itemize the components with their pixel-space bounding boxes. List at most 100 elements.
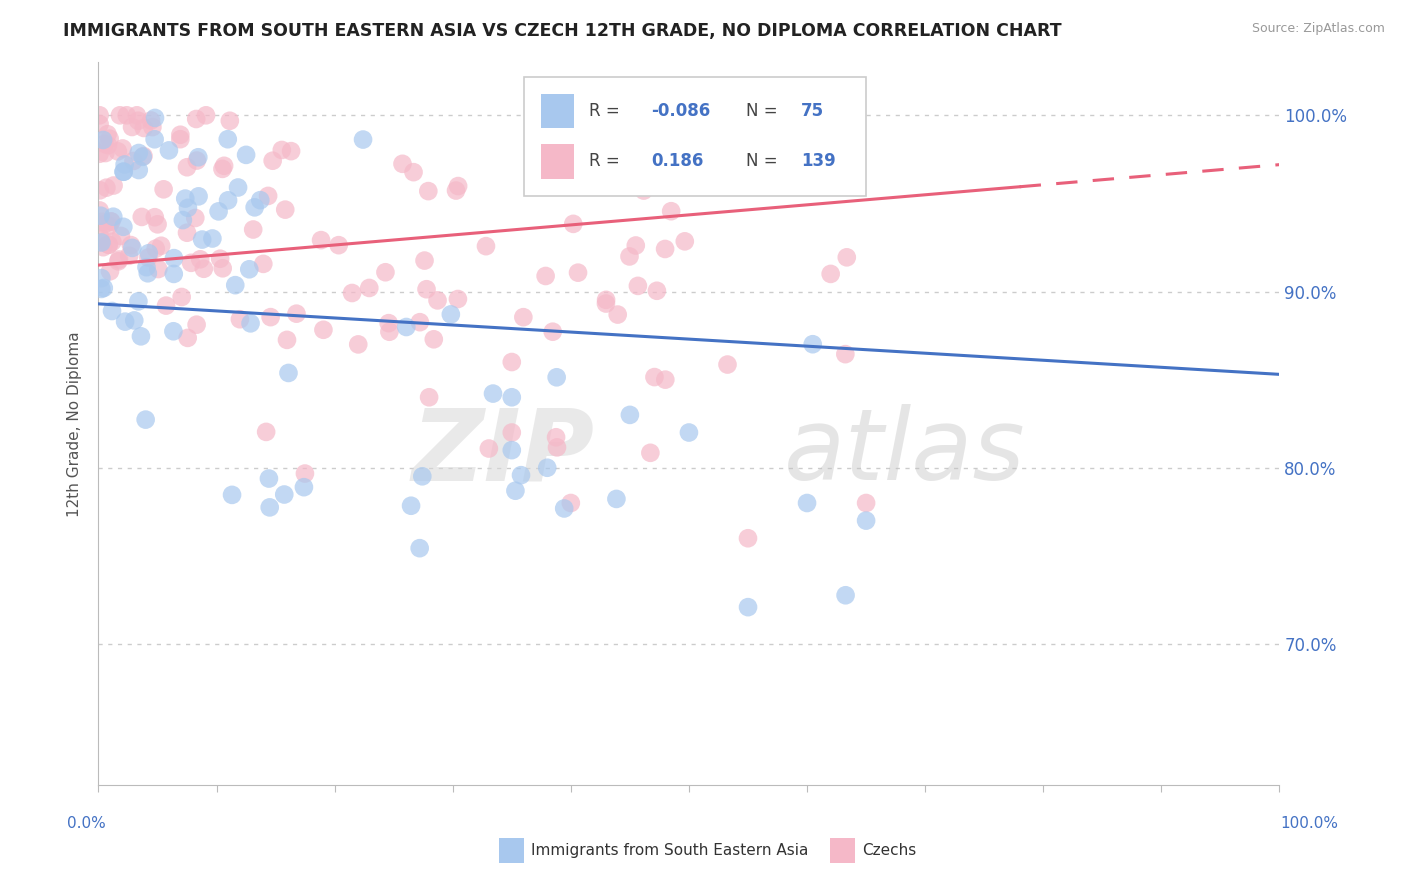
Point xyxy=(90,235,112,250)
Text: Source: ZipAtlas.com: Source: ZipAtlas.com xyxy=(1251,22,1385,36)
Point xyxy=(411,469,433,483)
Point xyxy=(89,203,111,218)
Point xyxy=(107,145,129,159)
Point xyxy=(226,180,249,194)
Point xyxy=(97,138,120,153)
Point xyxy=(285,307,308,321)
Point xyxy=(89,117,111,131)
Point xyxy=(257,189,280,203)
Point xyxy=(93,217,115,231)
Point xyxy=(855,496,877,510)
Point xyxy=(122,313,145,327)
Point xyxy=(292,480,315,494)
Point xyxy=(136,266,159,280)
Point xyxy=(89,183,111,197)
Point xyxy=(239,316,262,330)
Point xyxy=(359,281,381,295)
Point xyxy=(659,204,682,219)
Point xyxy=(103,210,125,224)
Text: 0.186: 0.186 xyxy=(651,153,703,170)
Point xyxy=(855,514,877,528)
Text: N =: N = xyxy=(745,102,783,120)
Point xyxy=(820,267,842,281)
Point xyxy=(187,189,209,203)
Point xyxy=(191,233,214,247)
Point xyxy=(541,325,564,339)
Point xyxy=(120,238,142,252)
Point xyxy=(395,320,418,334)
Point xyxy=(122,153,145,168)
Point xyxy=(402,165,425,179)
Point xyxy=(595,293,617,307)
Point xyxy=(90,271,112,285)
Y-axis label: 12th Grade, No Diploma: 12th Grade, No Diploma xyxy=(67,331,83,516)
Text: ZIP: ZIP xyxy=(412,404,595,501)
Point xyxy=(145,242,167,256)
Point xyxy=(426,293,449,308)
Point xyxy=(505,483,527,498)
Point xyxy=(93,136,115,151)
Point xyxy=(447,292,470,306)
Text: IMMIGRANTS FROM SOUTH EASTERN ASIA VS CZECH 12TH GRADE, NO DIPLOMA CORRELATION C: IMMIGRANTS FROM SOUTH EASTERN ASIA VS CZ… xyxy=(63,22,1062,40)
Point xyxy=(108,252,131,267)
Point xyxy=(737,600,759,615)
Point xyxy=(510,468,533,483)
Point xyxy=(209,252,232,266)
Point xyxy=(409,315,432,329)
Point xyxy=(163,267,186,281)
Point xyxy=(312,323,335,337)
Point xyxy=(606,308,628,322)
Point xyxy=(224,278,246,293)
Text: R =: R = xyxy=(589,153,624,170)
Point xyxy=(501,355,523,369)
Point xyxy=(174,192,197,206)
Point xyxy=(89,146,111,161)
Text: 139: 139 xyxy=(801,153,837,170)
Point xyxy=(835,250,858,264)
Point xyxy=(135,412,157,426)
Point xyxy=(110,228,132,243)
Point xyxy=(235,148,257,162)
Point xyxy=(280,144,302,158)
Point xyxy=(544,430,567,444)
FancyBboxPatch shape xyxy=(523,77,866,196)
Point xyxy=(624,238,647,252)
Point xyxy=(229,312,252,326)
Point xyxy=(501,390,523,404)
Point xyxy=(93,281,115,295)
Point xyxy=(176,160,198,174)
Point xyxy=(136,251,159,265)
Point xyxy=(132,120,155,135)
Point xyxy=(162,324,184,338)
Point xyxy=(186,153,208,168)
Point xyxy=(716,358,738,372)
Point xyxy=(169,132,191,146)
Point xyxy=(274,202,297,217)
Text: atlas: atlas xyxy=(783,404,1025,501)
Point xyxy=(90,235,112,249)
Point xyxy=(108,108,131,122)
Point xyxy=(150,239,173,253)
Point xyxy=(252,257,274,271)
Point xyxy=(413,253,436,268)
Point xyxy=(132,150,155,164)
Point xyxy=(143,132,166,146)
Point xyxy=(218,113,240,128)
Point xyxy=(475,239,498,253)
Point xyxy=(834,347,856,361)
Point xyxy=(138,246,160,260)
Point xyxy=(176,331,198,345)
Text: 75: 75 xyxy=(801,102,824,120)
Point xyxy=(211,261,233,276)
Point xyxy=(89,228,111,243)
Text: 100.0%: 100.0% xyxy=(1281,816,1339,831)
Point xyxy=(125,108,148,122)
Point xyxy=(645,284,668,298)
Point xyxy=(112,164,135,178)
Point xyxy=(352,132,374,146)
Point xyxy=(100,214,122,228)
Point xyxy=(399,499,422,513)
Point xyxy=(143,211,166,225)
Point xyxy=(96,127,118,141)
Point xyxy=(583,143,606,157)
